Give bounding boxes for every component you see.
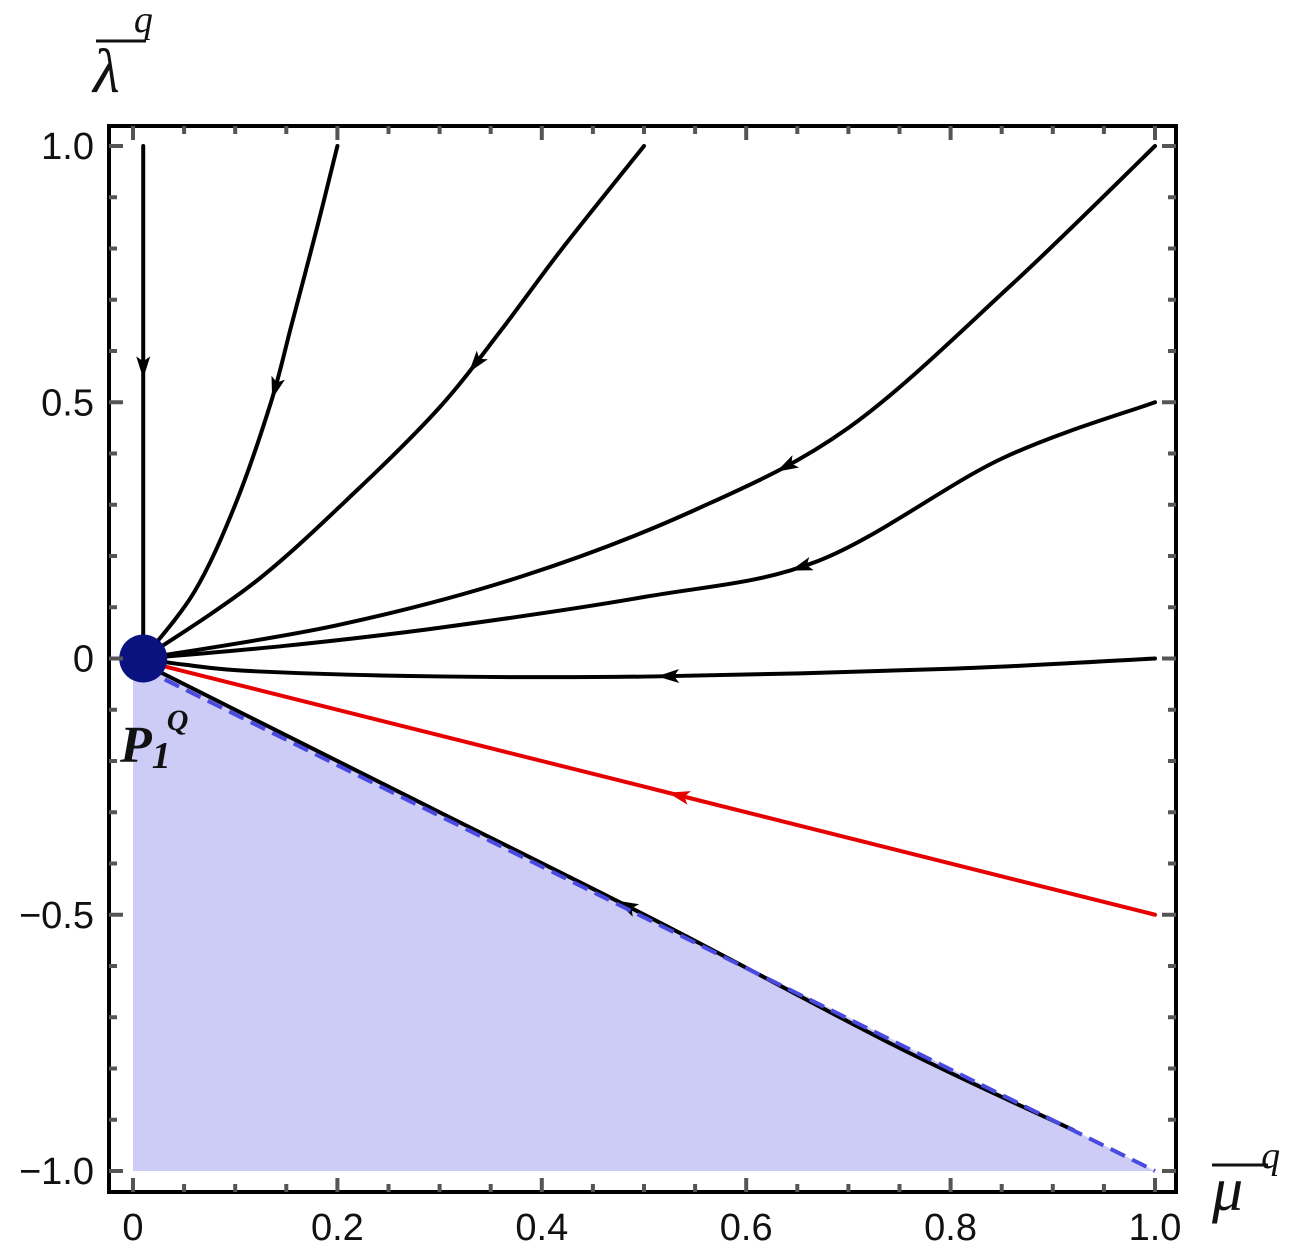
y-tick-label: 0 — [73, 639, 94, 681]
trajectory-2 — [141, 144, 340, 661]
y-tick-label: 0.5 — [41, 382, 94, 424]
axis-tick-labels: 0 0.2 0.4 0.6 0.8 1.0 1.0 0.5 0 −0.5 −1.0 — [19, 126, 1181, 1249]
x-tick-label: 0.8 — [924, 1207, 977, 1249]
y-tick-label: −0.5 — [19, 895, 94, 937]
x-axis-title-sup: q — [1261, 1135, 1280, 1177]
trajectory-4-arrow — [776, 455, 800, 472]
trajectory-5 — [141, 400, 1157, 661]
trajectory-1-arrow — [136, 356, 151, 379]
x-tick-label: 0 — [122, 1207, 143, 1249]
x-tick-label: 0.4 — [515, 1207, 568, 1249]
axis-ticks — [109, 126, 1176, 1192]
trajectory-2-arrow — [271, 375, 285, 399]
trajectory-6-arrow — [657, 669, 680, 684]
x-tick-label: 1.0 — [1129, 1207, 1182, 1249]
y-axis-title: λq — [91, 0, 153, 106]
y-tick-label: 1.0 — [41, 126, 94, 168]
trajectory-7 — [141, 659, 1157, 917]
trajectory-7-arrow — [667, 791, 691, 805]
fixed-point-label-sub: 1 — [152, 735, 171, 777]
trajectory-3-arrow — [468, 350, 488, 373]
x-tick-label: 0.2 — [311, 1207, 364, 1249]
trajectory-8 — [141, 661, 1076, 1132]
fixed-point-label: P1Q — [119, 704, 188, 777]
trajectory-4 — [141, 144, 1157, 661]
trajectory-6 — [141, 656, 1157, 680]
fixed-point-label-base: P — [119, 717, 153, 774]
trajectory-5-arrow — [790, 557, 814, 571]
trajectory-3 — [141, 144, 646, 661]
x-axis-title-base: μ — [1211, 1156, 1243, 1224]
y-tick-label: −1.0 — [19, 1151, 94, 1193]
fixed-point-label-sup: Q — [167, 704, 189, 737]
fixed-point-marker — [119, 634, 168, 683]
y-axis-title-base: λ — [91, 38, 120, 106]
y-axis-title-sup: q — [134, 0, 153, 41]
trajectories — [136, 144, 1157, 1132]
x-tick-label: 0.6 — [720, 1207, 773, 1249]
boundary-dashed-line — [142, 666, 1156, 1173]
